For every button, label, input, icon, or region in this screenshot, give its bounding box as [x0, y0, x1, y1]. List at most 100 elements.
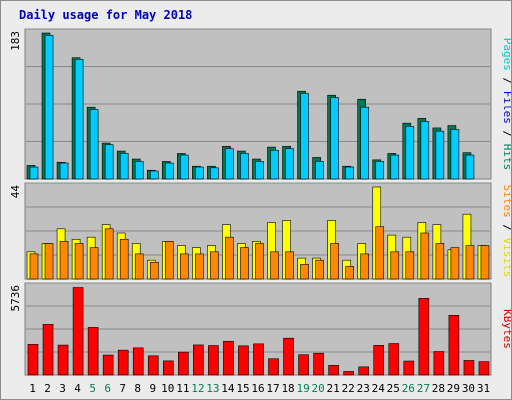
x-tick-label-day-30: 30: [462, 382, 475, 395]
x-tick-label-day-9: 9: [149, 382, 156, 395]
hits-files-bar-files-day-29: [450, 129, 460, 180]
sites-visits-bar-sites-day-27: [420, 232, 430, 280]
x-tick-label-day-29: 29: [447, 382, 460, 395]
kbytes-bar-kbytes-day-1: [27, 344, 39, 376]
kbytes-bar-kbytes-day-18: [283, 337, 294, 376]
kbytes-ymax-label: 5736: [9, 285, 22, 312]
x-tick-label-day-13: 13: [206, 382, 219, 395]
kbytes-bar-kbytes-day-11: [178, 351, 189, 376]
x-tick-label-day-18: 18: [281, 382, 294, 395]
kbytes-bar-kbytes-day-9: [147, 355, 159, 376]
hits-files-legend: Pages / Files / Hits: [501, 38, 511, 171]
hits-files-bar-files-day-13: [210, 167, 219, 180]
kbytes-bar-kbytes-day-16: [253, 343, 264, 376]
kbytes-bar-kbytes-day-28: [433, 351, 445, 376]
hits-files-bar-files-day-10: [164, 162, 174, 180]
x-tick-label-day-22: 22: [342, 382, 355, 395]
x-tick-label-day-25: 25: [387, 382, 400, 395]
hits-files-bar-files-day-14: [225, 148, 234, 180]
kbytes-bar-kbytes-day-31: [478, 361, 490, 376]
kbytes-bar-kbytes-day-25: [388, 343, 400, 376]
x-tick-label-day-10: 10: [161, 382, 174, 395]
hits-files-bar-files-day-1: [29, 166, 39, 180]
sites-visits-bar-sites-day-8: [134, 253, 144, 280]
kbytes-bar-kbytes-day-22: [343, 371, 354, 376]
hits-files-bar-files-day-11: [180, 154, 189, 180]
legend-entry-sites: Sites: [501, 185, 511, 218]
sites-visits-bar-sites-day-5: [89, 247, 99, 280]
hits-files-bar-files-day-23: [360, 106, 370, 180]
hits-files-bar-files-day-27: [420, 121, 430, 180]
x-tick-label-day-26: 26: [402, 382, 415, 395]
kbytes-bar-kbytes-day-2: [42, 324, 54, 376]
x-tick-label-day-20: 20: [312, 382, 325, 395]
x-tick-label-day-19: 19: [296, 382, 309, 395]
legend-entry-visits: Visits: [501, 238, 511, 278]
hits-files-bar-files-day-7: [119, 153, 129, 180]
x-tick-label-day-15: 15: [236, 382, 249, 395]
hits-files-bar-files-day-21: [330, 97, 339, 180]
hits-files-bar-files-day-22: [345, 166, 354, 180]
sites-visits-ymax-label: 44: [9, 185, 22, 199]
hits-files-bar-files-day-17: [270, 149, 279, 180]
kbytes-bar-kbytes-day-8: [132, 347, 144, 376]
legend-entry-pages: Pages: [501, 38, 511, 71]
sites-visits-bar-sites-day-4: [74, 243, 84, 280]
hits-files-bar-files-day-12: [195, 166, 204, 180]
x-tick-label-day-4: 4: [74, 382, 81, 395]
kbytes-bar-kbytes-day-3: [57, 344, 69, 376]
sites-visits-bar-sites-day-3: [59, 241, 69, 280]
kbytes-bar-kbytes-day-5: [87, 327, 99, 376]
kbytes-bar-kbytes-day-14: [223, 340, 234, 376]
kbytes-bar-kbytes-day-23: [358, 366, 370, 376]
hits-files-bar-files-day-5: [89, 109, 99, 180]
kbytes-bar-kbytes-day-29: [448, 315, 460, 376]
x-tick-label-day-17: 17: [266, 382, 279, 395]
sites-visits-bar-sites-day-20: [315, 259, 324, 280]
x-tick-label-day-27: 27: [417, 382, 430, 395]
sites-visits-bar-sites-day-16: [255, 243, 264, 280]
x-tick-label-day-14: 14: [221, 382, 235, 395]
sites-visits-bar-sites-day-17: [270, 251, 279, 280]
kbytes-bar-kbytes-day-20: [313, 352, 324, 376]
sites-visits-bar-sites-day-24: [375, 226, 385, 280]
sites-visits-bar-sites-day-9: [149, 261, 159, 280]
kbytes-bar-kbytes-day-7: [117, 349, 129, 376]
legend-entry-kbytes: KBytes: [501, 309, 511, 349]
kbytes-bar-kbytes-day-21: [328, 365, 339, 376]
x-tick-label-day-2: 2: [44, 382, 51, 395]
hits-files-bar-files-day-3: [59, 162, 69, 180]
x-tick-label-day-21: 21: [327, 382, 340, 395]
sites-visits-bar-sites-day-30: [465, 245, 475, 280]
sites-visits-bar-sites-day-25: [390, 251, 400, 280]
x-tick-label-day-1: 1: [29, 382, 36, 395]
x-tick-label-day-5: 5: [89, 382, 96, 395]
sites-visits-bar-sites-day-26: [405, 251, 415, 280]
sites-visits-bar-sites-day-29: [450, 247, 460, 280]
kbytes-bar-kbytes-day-26: [403, 360, 415, 376]
sites-visits-bar-sites-day-1: [29, 253, 39, 280]
sites-visits-bar-sites-day-14: [225, 236, 234, 280]
hits-files-bar-files-day-8: [134, 161, 144, 180]
kbytes-bar-kbytes-day-10: [162, 360, 174, 376]
sites-visits-bar-sites-day-6: [104, 228, 114, 280]
x-tick-label-day-11: 11: [176, 382, 189, 395]
sites-visits-bar-sites-day-19: [300, 264, 309, 280]
sites-visits-bar-sites-day-2: [44, 243, 54, 280]
sites-visits-bar-sites-day-21: [330, 243, 339, 280]
sites-visits-bar-sites-day-13: [210, 251, 219, 280]
sites-visits-bar-sites-day-22: [345, 266, 354, 280]
hits-files-bar-files-day-4: [74, 59, 84, 180]
kbytes-bar-kbytes-day-12: [193, 344, 204, 376]
x-tick-label-day-23: 23: [357, 382, 370, 395]
sites-visits-bar-sites-day-23: [360, 253, 370, 280]
kbytes-bar-kbytes-day-30: [463, 360, 475, 376]
hits-files-ymax-label: 183: [9, 31, 22, 51]
kbytes-bar-kbytes-day-24: [373, 345, 385, 376]
x-tick-label-day-16: 16: [251, 382, 264, 395]
sites-visits-bar-sites-day-11: [180, 253, 189, 280]
kbytes-bar-kbytes-day-4: [72, 287, 84, 376]
kbytes-legend: KBytes: [501, 309, 511, 349]
hits-files-bar-files-day-9: [149, 170, 159, 180]
